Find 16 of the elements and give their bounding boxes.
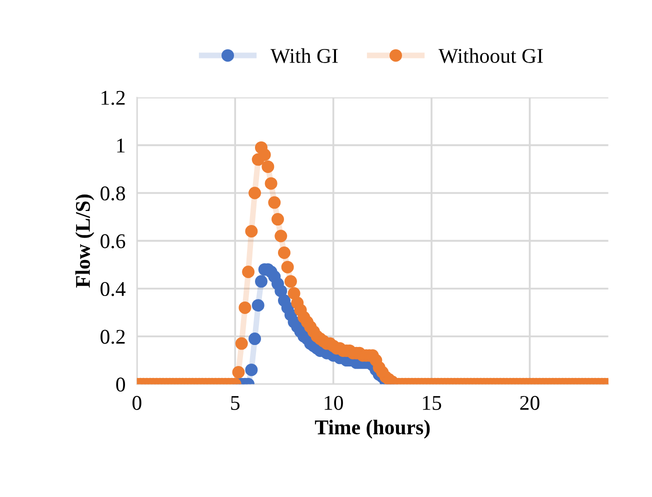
x-tick-label: 15 [422,396,442,410]
y-tick-label: 1.2 [102,90,125,105]
x-tick-label: 5 [231,396,240,410]
legend-label: With GI [270,48,338,64]
x-tick-label: 10 [324,396,343,410]
legend-label: Withoout GI [438,48,543,64]
y-tick-label: 0.2 [100,330,125,344]
y-tick-label: 0.6 [100,234,126,248]
y-tick-label: 0.8 [100,186,126,201]
y-tick-label: 1 [117,138,125,152]
y-tick-label: 0 [116,378,126,392]
x-axis-title: Time (hours) [314,420,430,439]
x-tick-label: 20 [520,396,540,410]
y-axis-title: Flow (L/S) [75,194,94,288]
y-tick-label: 0.4 [100,282,126,296]
x-tick-label: 0 [132,396,142,410]
